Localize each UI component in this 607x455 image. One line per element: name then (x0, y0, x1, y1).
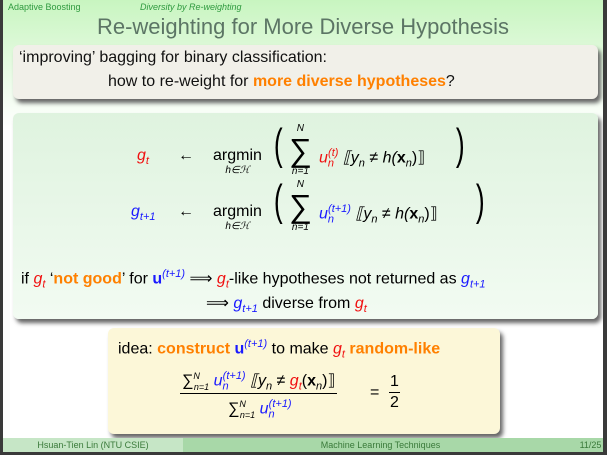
eq1-body: un(t) ⟦yn ≠ h(xn)⟧ (319, 147, 426, 170)
paren-open: ( (273, 120, 283, 169)
paren-close: ) (475, 176, 485, 225)
equation-gt1: gt+1 (131, 203, 156, 224)
equals: = (370, 384, 380, 401)
equations-box: gt ← argmin h∈ℋ ( N ∑ n=1 un(t) ⟦yn ≠ h(xn)… (13, 113, 598, 319)
equation-gt: gt (137, 147, 149, 168)
idea-line: idea: construct u(t+1) to make gt random… (118, 338, 441, 361)
sum-1: N ∑ n=1 (289, 123, 312, 177)
fraction-numerator: ∑Nn=1 un(t+1) ⟦yn ≠ gt(xn)⟧ (180, 370, 338, 394)
footer-author: Hsuan-Tien Lin (NTU CSIE) (3, 438, 183, 452)
footer: Hsuan-Tien Lin (NTU CSIE) Machine Learni… (3, 438, 603, 452)
idea-box: idea: construct u(t+1) to make gt random… (108, 328, 500, 434)
footer-course: Machine Learning Techniques (183, 438, 578, 452)
argmin: argmin h∈ℋ (213, 203, 262, 232)
eq2-body: un(t+1) ⟦yn ≠ h(xn)⟧ (319, 203, 438, 226)
slide: Adaptive Boosting Diversity by Re-weight… (3, 0, 603, 452)
slide-title: Re-weighting for More Diverse Hypothesis (96, 14, 510, 39)
intro-line1: ‘improving’ bagging for binary classific… (19, 49, 327, 66)
argmin: argmin h∈ℋ (213, 147, 262, 176)
arrow: ← (178, 147, 194, 164)
reasoning-line1: if gt ‘not good’ for u(t+1) ⟹ gt-like hy… (21, 268, 486, 291)
subsection-label: Diversity by Re-weighting (140, 2, 242, 12)
paren-close: ) (455, 120, 465, 169)
fraction-denominator: ∑Nn=1 un(t+1) (228, 398, 292, 421)
reasoning-line2: ⟹ gt+1 diverse from gt (206, 295, 367, 316)
sum-2: N ∑ n=1 (289, 179, 312, 233)
section-label: Adaptive Boosting (8, 2, 81, 12)
intro-box: ‘improving’ bagging for binary classific… (13, 45, 598, 99)
page-number: 11/25 (578, 438, 603, 452)
intro-line2: how to re-weight for more diverse hypoth… (108, 73, 455, 90)
paren-open: ( (273, 176, 283, 225)
arrow: ← (178, 203, 194, 220)
